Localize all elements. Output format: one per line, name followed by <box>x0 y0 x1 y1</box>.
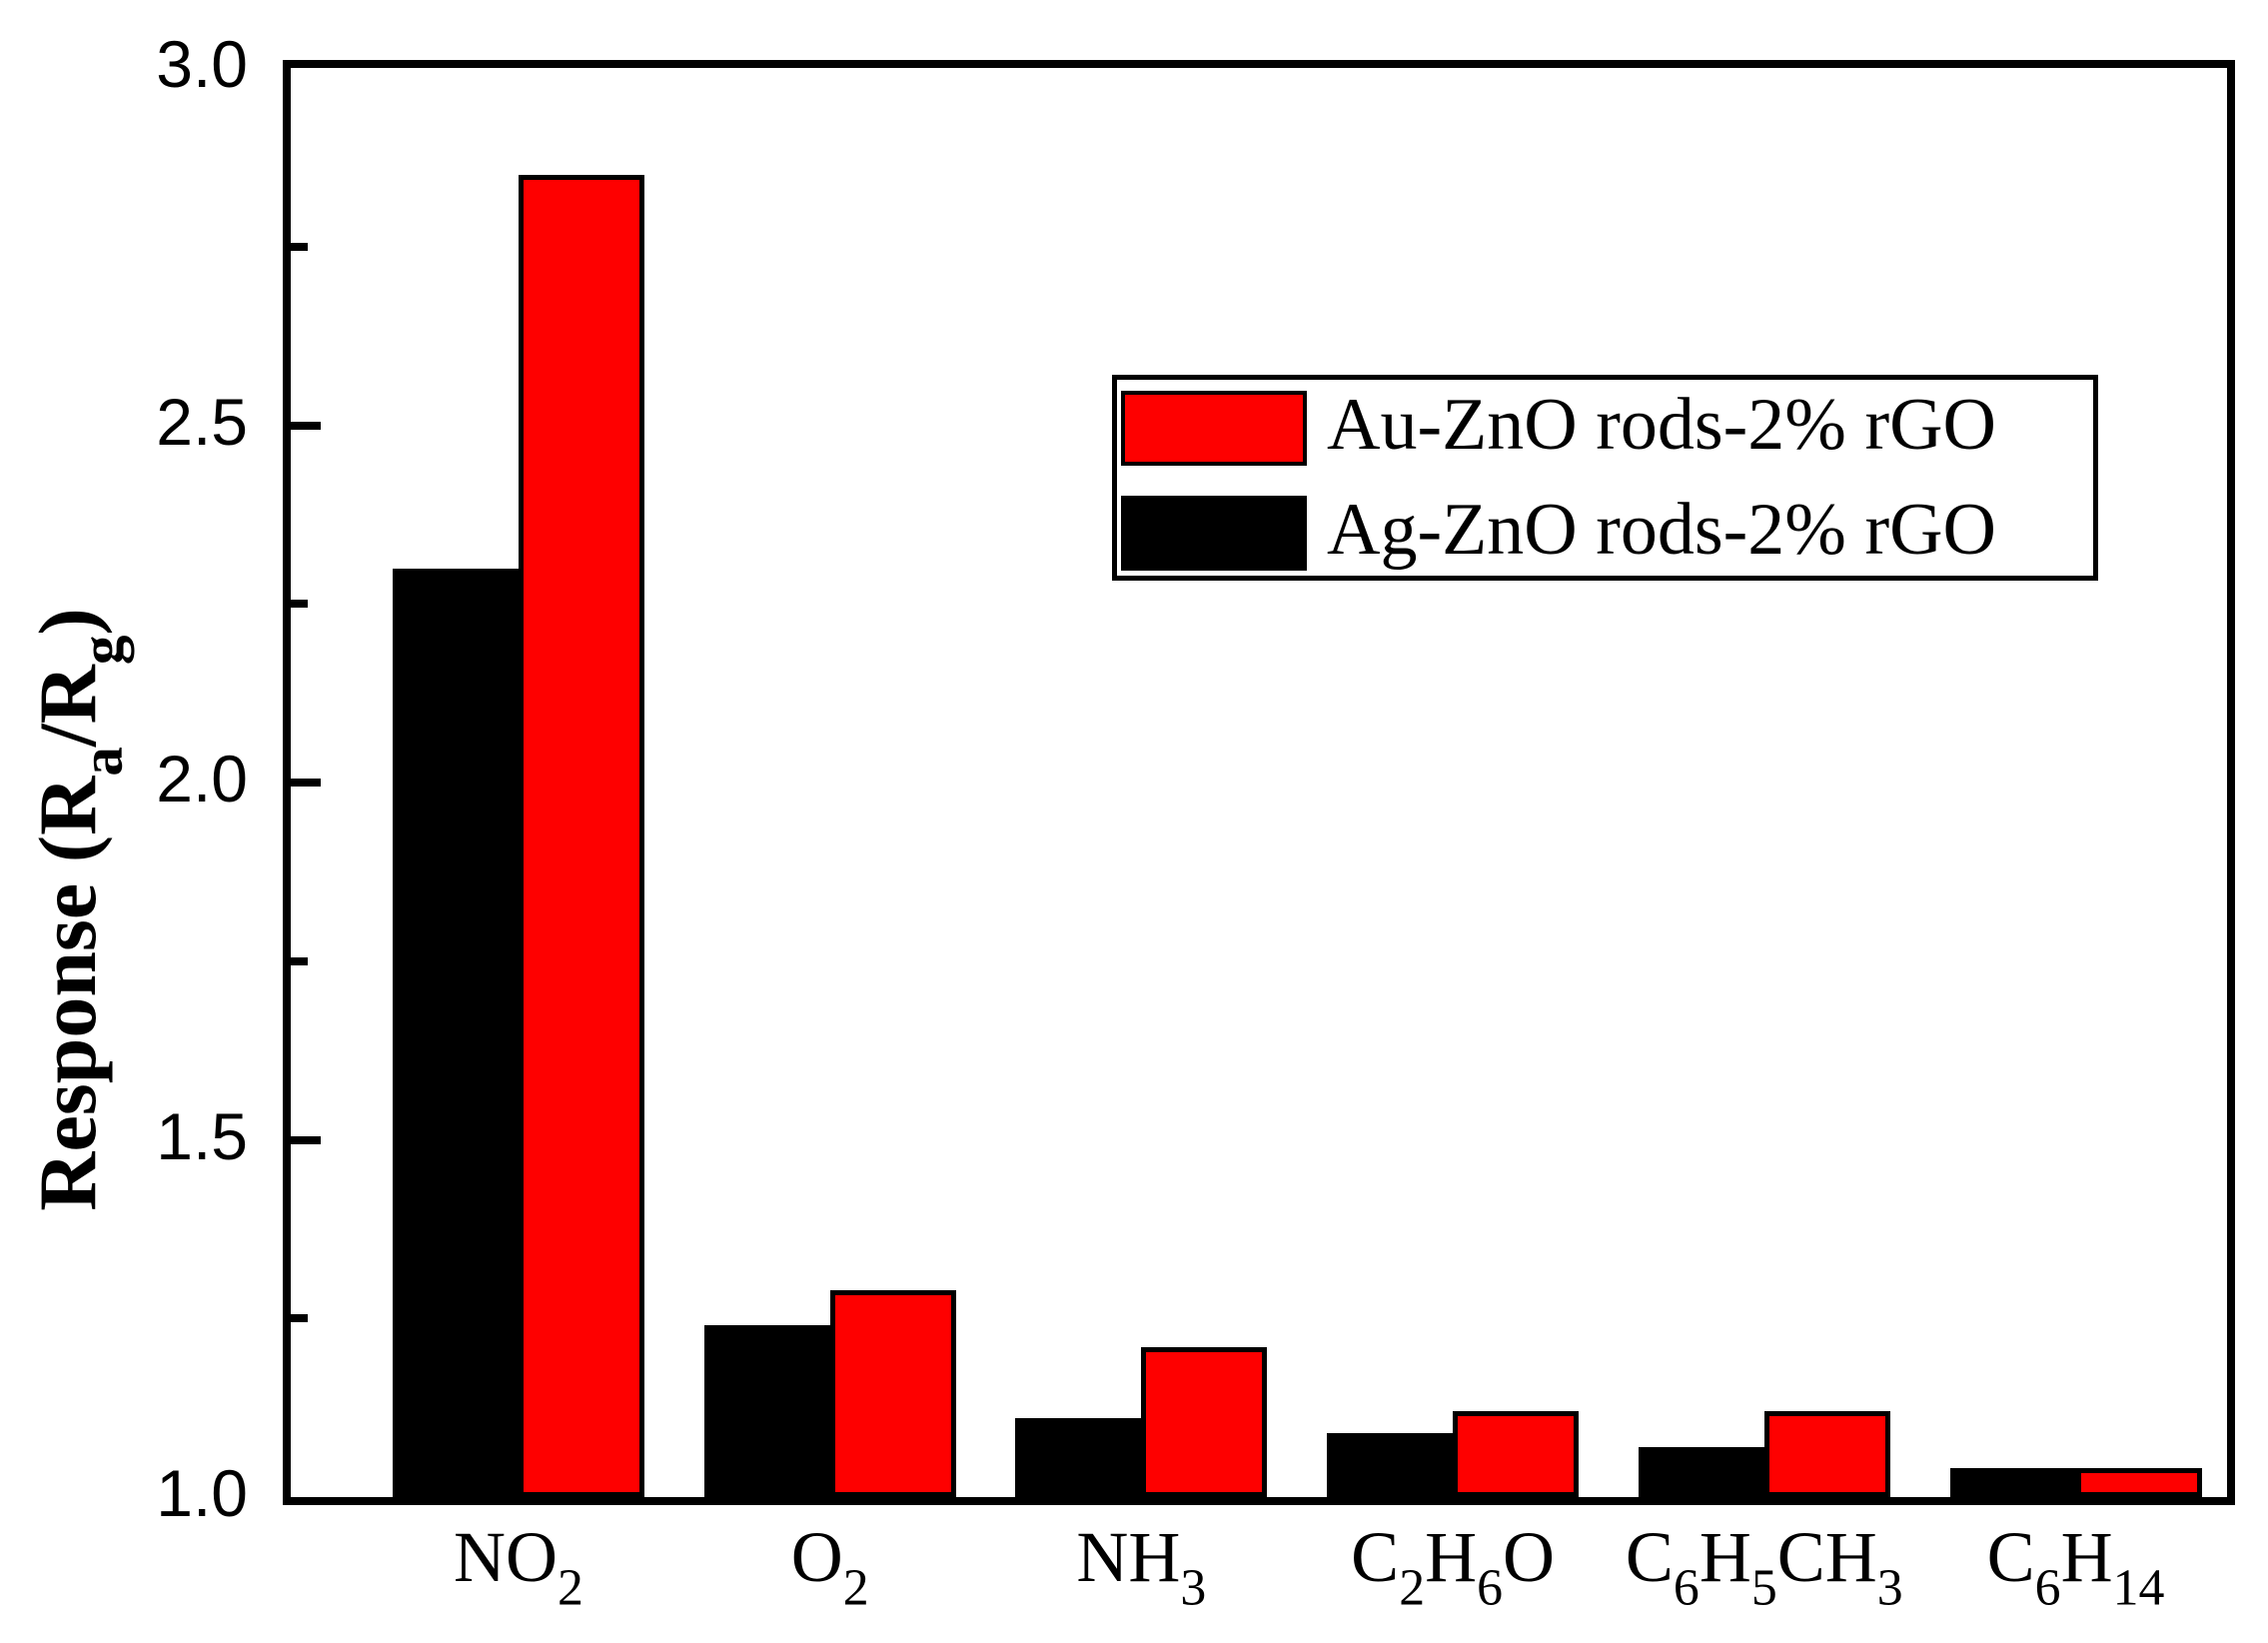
y-axis-minor-tick <box>291 1314 308 1323</box>
x-tick-label-no2: NO2 <box>454 1517 583 1617</box>
y-axis-major-tick <box>291 421 321 430</box>
subscript: 6 <box>2034 1559 2061 1617</box>
bar-au-zno-nh3 <box>1141 1347 1268 1497</box>
y-tick-label: 1.0 <box>156 1456 248 1530</box>
bar-ag-zno-c2h6o <box>1327 1433 1454 1497</box>
x-tick-label-c6h5ch3: C6H5CH3 <box>1625 1517 1903 1617</box>
bar-au-zno-c6h14 <box>2075 1468 2202 1497</box>
plot-area: Au-ZnO rods-2% rGO Ag-ZnO rods-2% rGO <box>283 60 2235 1505</box>
y-tick-label: 2.5 <box>156 384 248 459</box>
bar-au-zno-no2 <box>519 175 644 1497</box>
legend-row: Ag-ZnO rods-2% rGO <box>1121 491 1996 575</box>
y-axis-minor-tick <box>291 956 308 965</box>
subscript: 5 <box>1750 1559 1777 1617</box>
bar-ag-zno-o2 <box>703 1325 830 1497</box>
bar-ag-zno-c6h14 <box>1949 1468 2076 1497</box>
legend-label: Ag-ZnO rods-2% rGO <box>1327 489 1996 571</box>
legend-swatch-au-zno <box>1121 390 1307 466</box>
bar-au-zno-c2h6o <box>1453 1411 1580 1497</box>
bar-au-zno-c6h5ch3 <box>1763 1411 1890 1497</box>
subscript: 2 <box>842 1559 869 1617</box>
x-tick-label-c6h14: C6H14 <box>1986 1517 2165 1617</box>
y-tick-label: 1.5 <box>156 1098 248 1173</box>
subscript: 6 <box>1673 1559 1700 1617</box>
legend-label: Au-ZnO rods-2% rGO <box>1327 384 1996 466</box>
y-axis-title: Response (Ra/Rg) <box>22 608 135 1211</box>
y-tick-label: 2.0 <box>156 742 248 816</box>
bar-au-zno-o2 <box>829 1290 956 1497</box>
subscript: 14 <box>2112 1559 2165 1617</box>
y-axis-minor-tick <box>291 600 308 609</box>
bar-ag-zno-c6h5ch3 <box>1638 1447 1764 1497</box>
subscript: g <box>68 635 135 666</box>
legend: Au-ZnO rods-2% rGO Ag-ZnO rods-2% rGO <box>1112 375 2098 581</box>
subscript: 3 <box>1876 1559 1903 1617</box>
y-axis-minor-tick <box>291 242 308 251</box>
y-axis-major-tick <box>291 1135 321 1144</box>
y-tick-label: 3.0 <box>156 27 248 101</box>
subscript: 2 <box>558 1559 583 1617</box>
subscript: 2 <box>1399 1559 1426 1617</box>
y-axis-major-tick <box>291 779 321 787</box>
subscript: 3 <box>1180 1559 1207 1617</box>
subscript: a <box>68 747 135 777</box>
x-tick-label-c2h6o: C2H6O <box>1351 1517 1556 1617</box>
legend-swatch-ag-zno <box>1121 495 1307 571</box>
x-tick-label-o2: O2 <box>790 1517 869 1617</box>
bar-ag-zno-nh3 <box>1015 1418 1142 1497</box>
bar-ag-zno-no2 <box>393 569 519 1497</box>
legend-row: Au-ZnO rods-2% rGO <box>1121 386 1996 470</box>
x-tick-label-nh3: NH3 <box>1076 1517 1207 1617</box>
subscript: 6 <box>1477 1559 1504 1617</box>
